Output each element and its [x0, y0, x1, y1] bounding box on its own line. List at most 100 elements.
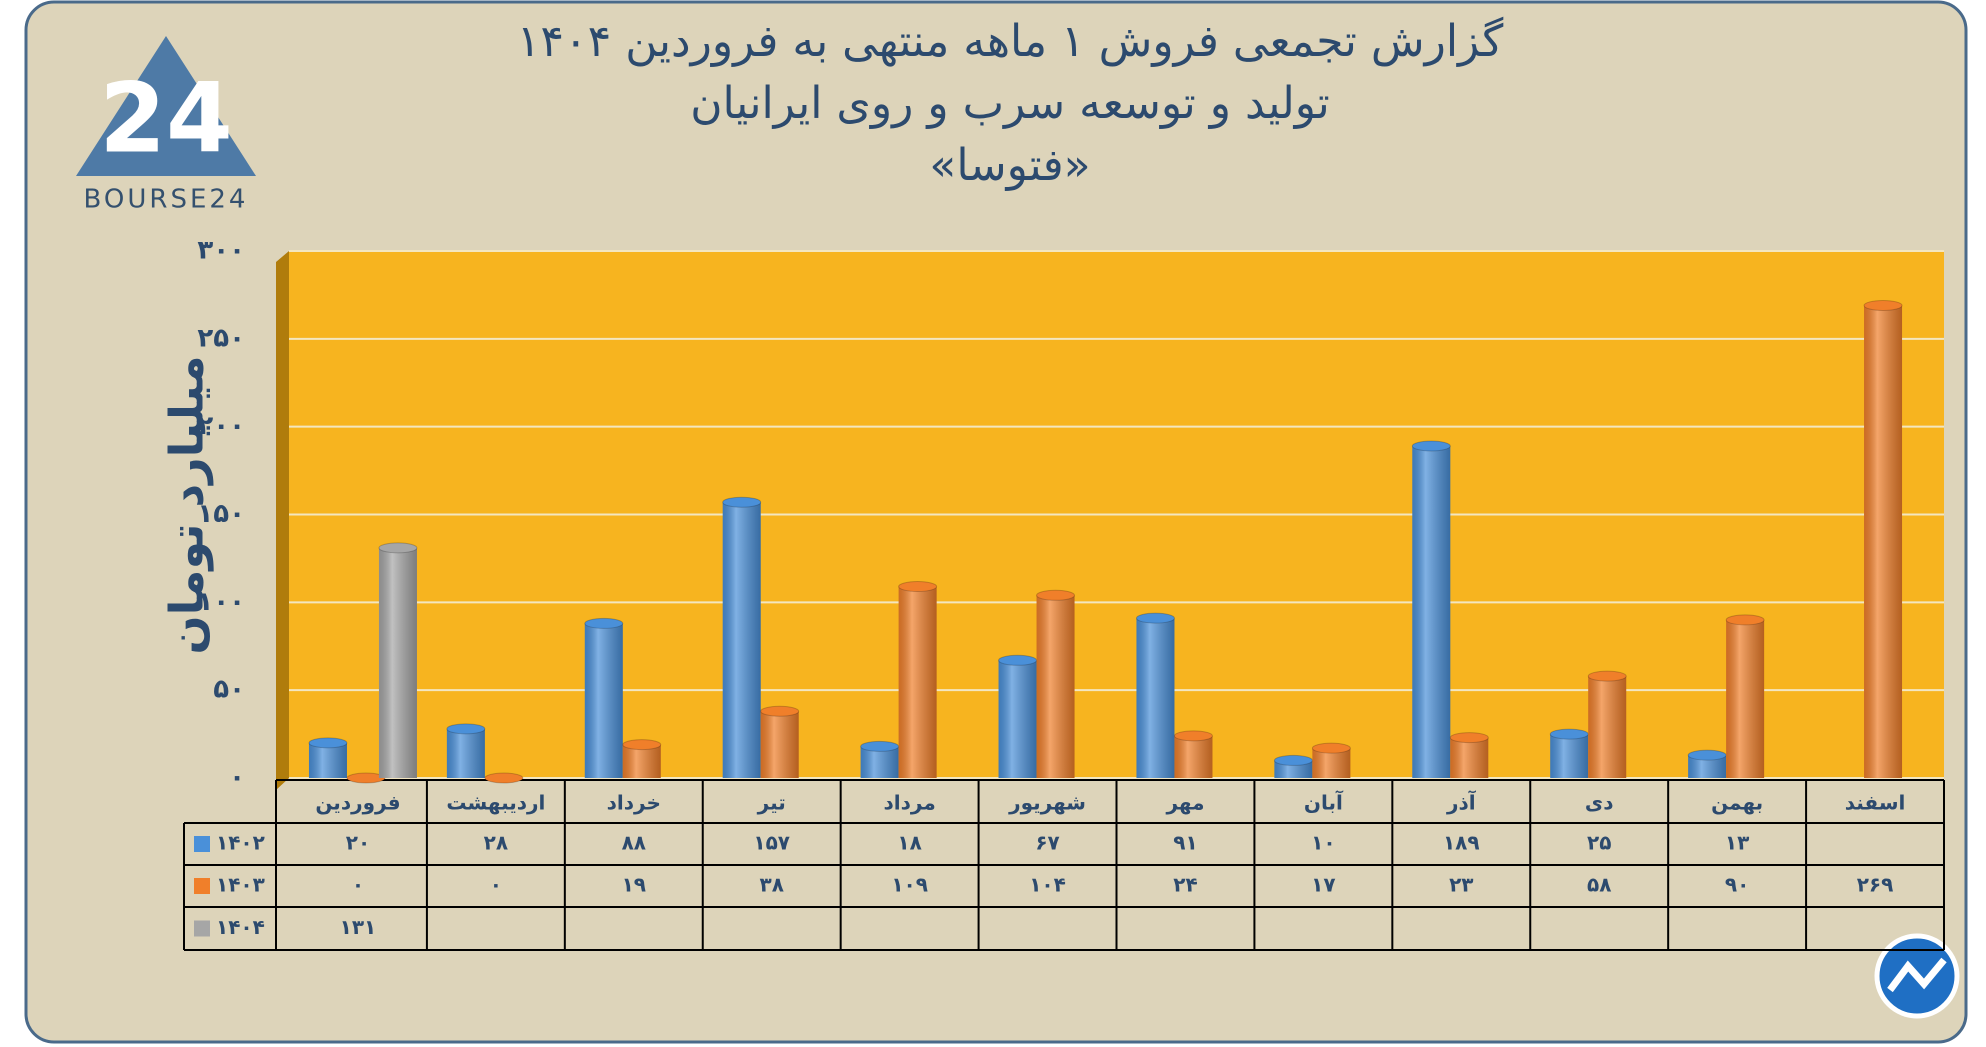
y-tick-label: ۵۰: [213, 675, 245, 705]
bar-shade: [760, 711, 799, 778]
bar-shade: [722, 502, 761, 778]
table-value: ۱۰: [1311, 831, 1335, 855]
bar-shade: [1412, 445, 1451, 778]
bar-cap: [1273, 754, 1313, 766]
bar-cap: [1036, 589, 1076, 601]
y-tick-label: ۲۰۰: [197, 411, 245, 441]
x-tick-label: آبان: [1304, 790, 1344, 815]
table-value: ۱۰۹: [891, 873, 928, 897]
bar-cap: [1687, 749, 1727, 761]
bar-cap: [1173, 730, 1213, 742]
bar-shade: [1864, 305, 1903, 778]
bar-cap: [1135, 612, 1175, 624]
x-tick-label: تیر: [757, 791, 786, 815]
bar-shade: [1550, 734, 1589, 778]
bar-cap: [1411, 440, 1451, 452]
table-value: ۵۸: [1587, 873, 1611, 897]
x-tick-label: اردیبهشت: [446, 791, 545, 815]
bar-cap: [622, 739, 662, 751]
bar-cap: [484, 772, 524, 784]
table-value: ۱۰۴: [1029, 873, 1066, 897]
x-tick-label: بهمن: [1711, 791, 1763, 815]
bar-cap: [898, 581, 938, 593]
table-value: ۲۰: [346, 831, 370, 855]
bar-shade: [584, 623, 623, 778]
bar-shade: [308, 742, 347, 778]
bar-cap: [584, 617, 624, 629]
bar-shade: [1036, 595, 1075, 778]
bar-shade: [1274, 760, 1313, 778]
table-value: ۱۳: [1725, 831, 1749, 855]
bar-cap: [998, 654, 1038, 666]
y-tick-label: ۲۵۰: [197, 323, 245, 353]
legend-swatch: [194, 836, 210, 852]
title-line: گزارش تجمعی فروش ۱ ماهه منتهی به فروردین…: [517, 16, 1504, 67]
bar-shade: [860, 746, 899, 778]
bar-cap: [446, 723, 486, 735]
bar-cap: [1311, 742, 1351, 754]
legend-label: ۱۴۰۲: [216, 831, 265, 855]
x-tick-label: اسفند: [1845, 791, 1906, 815]
bar-shade: [1450, 737, 1489, 778]
x-tick-label: شهریور: [1008, 791, 1086, 815]
bar-cap: [722, 496, 762, 508]
y-axis-label: میلیارد تومان: [160, 355, 214, 654]
table-value: ۱۸۹: [1443, 831, 1480, 855]
y-tick-label: ۱۰۰: [197, 587, 245, 617]
corner-icon-arrow: [1887, 957, 1947, 993]
bar-cap: [760, 705, 800, 717]
logo-triangle: [76, 36, 256, 176]
table-value: ۰: [352, 873, 364, 897]
title-line: تولید و توسعه سرب و روی ایرانیان: [690, 78, 1330, 129]
table-value: ۲۶۹: [1857, 873, 1894, 897]
x-tick-label: دی: [1585, 791, 1614, 815]
bar-shade: [1588, 676, 1627, 778]
plot-wall: [276, 251, 289, 790]
y-tick-label: ۳۰۰: [197, 236, 245, 266]
table-value: ۸۸: [622, 831, 646, 855]
x-tick-label: مهر: [1165, 791, 1204, 815]
bar-shade: [898, 586, 937, 778]
bar-shade: [378, 547, 417, 778]
y-tick-label: ۱۵۰: [197, 499, 245, 529]
legend-swatch: [194, 920, 210, 937]
bar-cap: [860, 740, 900, 752]
table-value: ۶۷: [1035, 831, 1059, 855]
table-value: ۱۸: [897, 831, 921, 855]
table-value: ۹۰: [1725, 873, 1749, 897]
legend-label: ۱۴۰۳: [216, 873, 265, 897]
bar-shade: [998, 660, 1037, 778]
table-value: ۱۵۷: [753, 831, 790, 855]
y-tick-label: ۰: [229, 763, 245, 793]
table-value: ۰: [490, 873, 502, 897]
x-tick-label: خرداد: [607, 791, 661, 815]
table-value: ۲۸: [484, 831, 508, 855]
x-tick-label: مرداد: [884, 791, 936, 815]
bar-cap: [378, 542, 418, 554]
table-value: ۳۸: [759, 873, 783, 897]
bar-cap: [308, 737, 348, 749]
table-value: ۱۹: [622, 873, 646, 897]
bar-cap: [1587, 670, 1627, 682]
bar-shade: [1726, 619, 1765, 778]
table-value: ۹۱: [1173, 831, 1197, 855]
bar-shade: [1136, 618, 1175, 778]
table-value: ۲۳: [1449, 873, 1473, 897]
table-value: ۱۷: [1311, 873, 1335, 897]
bar-shade: [622, 744, 661, 778]
bar-cap: [1725, 614, 1765, 626]
bar-cap: [1863, 299, 1903, 311]
bar-cap: [1449, 732, 1489, 744]
bar-shade: [1174, 735, 1213, 778]
logo-mark: 24: [99, 62, 233, 174]
bar-shade: [446, 728, 485, 778]
table-value: ۲۴: [1173, 873, 1197, 897]
bar-cap: [1549, 728, 1589, 740]
bar-shade: [1688, 755, 1727, 778]
table-value: ۱۳۱: [340, 915, 377, 939]
title-line: «فتوسا»: [929, 140, 1090, 191]
legend-swatch: [194, 878, 210, 894]
table-value: ۲۵: [1587, 831, 1611, 855]
